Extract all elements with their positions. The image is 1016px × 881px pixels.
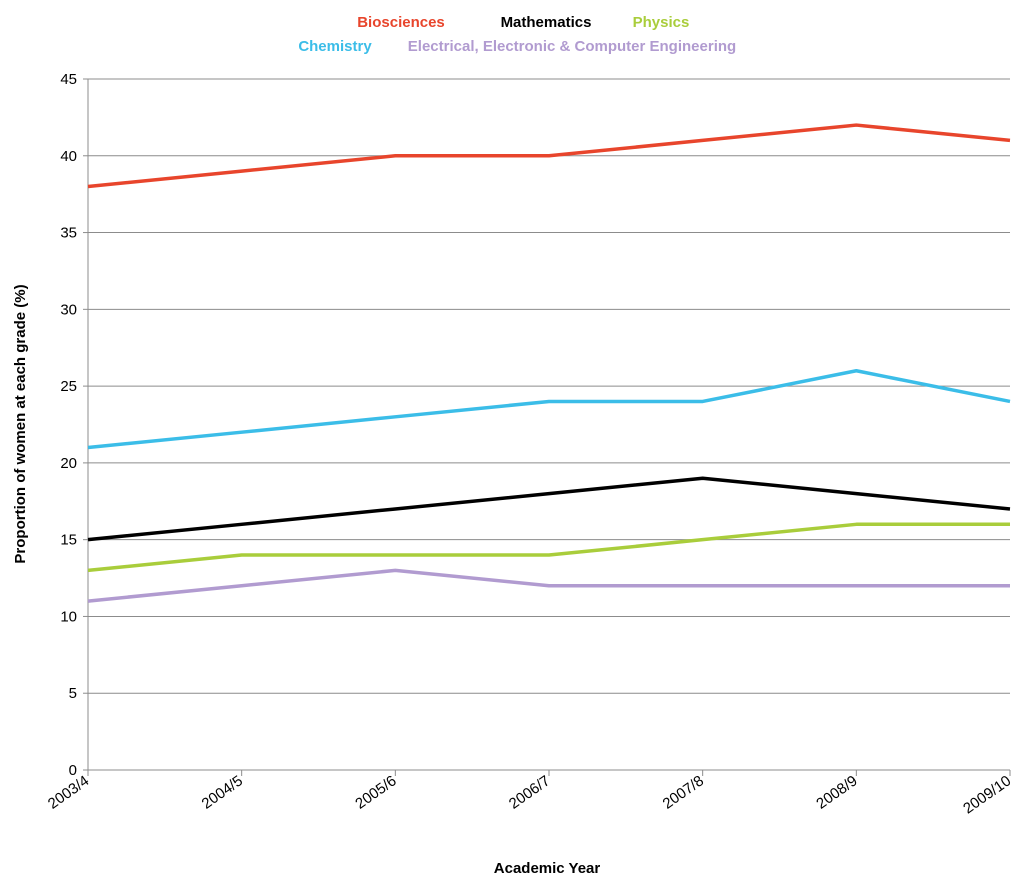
gridlines <box>88 78 1010 694</box>
legend-entry-biosciences: Biosciences <box>357 14 445 31</box>
y-tick-label: 5 <box>69 685 77 702</box>
y-tick-label: 30 <box>60 301 77 318</box>
series-line-0 <box>87 123 1011 189</box>
y-tick-label: 45 <box>60 71 77 88</box>
x-tick-label: 2005/6 <box>352 772 399 812</box>
y-tick-label: 10 <box>60 608 77 625</box>
axes <box>83 78 1011 776</box>
legend-entry-mathematics: Mathematics <box>501 14 592 31</box>
x-tick-label: 2008/9 <box>813 772 860 812</box>
y-tick-label: 35 <box>60 225 77 242</box>
series-line-3 <box>87 369 1011 450</box>
x-tick-label: 2009/10 <box>960 772 1014 817</box>
y-tick-labels: 0 5 10 15 20 25 30 35 40 45 <box>60 71 77 779</box>
legend-entry-electrical-engineering: Electrical, Electronic & Computer Engine… <box>408 38 736 55</box>
series-lines <box>87 123 1011 603</box>
y-axis-title: Proportion of women at each grade (%) <box>12 284 29 563</box>
x-tick-label: 2004/5 <box>199 772 246 812</box>
y-tick-label: 0 <box>69 762 77 779</box>
x-tick-label: 2006/7 <box>506 772 553 812</box>
legend-entry-physics: Physics <box>633 14 690 31</box>
series-line-1 <box>87 476 1011 542</box>
x-axis-title: Academic Year <box>494 860 601 877</box>
series-line-2 <box>87 522 1010 573</box>
y-tick-label: 20 <box>60 455 77 472</box>
y-tick-label: 40 <box>60 148 77 165</box>
series-line-4 <box>87 568 1010 603</box>
legend-entry-chemistry: Chemistry <box>298 38 372 55</box>
y-tick-label: 25 <box>60 378 77 395</box>
legend: Biosciences Mathematics Physics Chemistr… <box>298 14 736 55</box>
x-tick-labels: 2003/4 2004/5 2005/6 2006/7 2007/8 2008/9 2009… <box>45 772 1014 817</box>
x-tick-label: 2007/8 <box>660 772 707 812</box>
y-tick-label: 15 <box>60 532 77 549</box>
